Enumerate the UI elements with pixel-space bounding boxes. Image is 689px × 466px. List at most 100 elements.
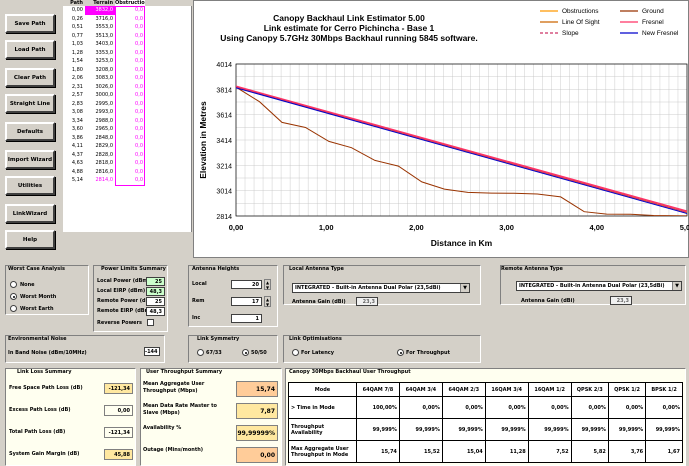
remote-antenna-gain[interactable]: 23,3 xyxy=(610,296,632,305)
linkwizard-button[interactable]: LinkWizard xyxy=(5,204,55,223)
local-antenna-gain[interactable]: 23,3 xyxy=(356,297,378,306)
table-cell[interactable]: 1,28 xyxy=(71,49,83,56)
table-cell[interactable]: 0,0 xyxy=(135,177,143,183)
local-antenna-select[interactable]: INTEGRATED - Built-in Antenna Dual Polar… xyxy=(292,283,470,293)
power-row-value[interactable]: 25 xyxy=(146,297,165,306)
table-cell[interactable]: 0,0 xyxy=(135,100,143,107)
table-cell[interactable]: 2848,0 xyxy=(95,134,114,141)
env-noise-input[interactable]: -144 xyxy=(144,347,160,356)
table-cell[interactable]: 0,26 xyxy=(71,15,83,22)
power-row-value[interactable]: 25 xyxy=(146,277,165,286)
chevron-down-icon[interactable]: ▼ xyxy=(265,285,270,290)
table-cell[interactable]: 0,0 xyxy=(135,117,143,124)
height-input-rem[interactable]: 17 xyxy=(231,297,262,306)
table-cell[interactable]: 3000,0 xyxy=(95,92,114,98)
remote-antenna-select[interactable]: INTEGRATED - Built-in Antenna Dual Polar… xyxy=(516,281,682,291)
load-path-button[interactable]: Load Path xyxy=(5,40,55,59)
table-cell[interactable]: 0,0 xyxy=(135,160,143,166)
table-cell[interactable]: 0,00 xyxy=(71,7,83,13)
table-cell[interactable]: 0,0 xyxy=(135,126,143,132)
table-cell[interactable]: 1,03 xyxy=(71,41,83,47)
table-cell[interactable]: 2829,0 xyxy=(95,143,114,149)
table-cell[interactable]: 0,0 xyxy=(135,15,143,22)
table-cell[interactable]: 0,51 xyxy=(71,24,83,30)
radio-67-33[interactable] xyxy=(197,349,204,356)
table-cell[interactable]: 3553,0 xyxy=(95,24,114,30)
table-cell[interactable]: 2,31 xyxy=(71,83,83,90)
radio-throughput[interactable] xyxy=(397,349,404,356)
series-fresnel xyxy=(236,85,687,213)
table-cell[interactable]: 0,0 xyxy=(135,143,143,149)
table-cell[interactable]: 0,0 xyxy=(135,32,143,39)
table-cell: 0,00% xyxy=(527,396,572,419)
radio-worst-month[interactable] xyxy=(10,293,17,300)
table-cell[interactable]: 0,0 xyxy=(135,134,143,141)
table-cell[interactable]: 3,86 xyxy=(71,134,83,141)
table-cell[interactable]: 3832,0 xyxy=(85,6,115,15)
table-cell[interactable]: 5,14 xyxy=(71,177,83,183)
utilities-button[interactable]: Utilities xyxy=(5,176,55,195)
throughput-label: Availability % xyxy=(143,425,182,431)
table-cell[interactable]: 3208,0 xyxy=(95,66,114,73)
table-cell[interactable]: 0,0 xyxy=(135,83,143,90)
spinner-control[interactable]: ▲ ▼ xyxy=(264,279,271,290)
table-cell[interactable]: 4,37 xyxy=(71,151,83,158)
table-cell[interactable]: 3083,0 xyxy=(95,75,114,81)
table-cell[interactable]: 3513,0 xyxy=(95,32,114,39)
straight-line-button[interactable]: Straight Line xyxy=(5,94,55,113)
radio-worst-earth[interactable] xyxy=(10,305,17,312)
table-cell[interactable]: 0,0 xyxy=(135,24,143,30)
table-cell[interactable]: 0,0 xyxy=(135,109,143,115)
table-cell[interactable]: 0,0 xyxy=(135,41,143,47)
table-cell[interactable]: 4,11 xyxy=(71,143,83,149)
table-cell[interactable]: 3353,0 xyxy=(95,49,114,56)
table-cell[interactable]: 0,0 xyxy=(135,168,143,175)
table-cell[interactable]: 2818,0 xyxy=(95,160,114,166)
table-cell[interactable]: 3,60 xyxy=(71,126,83,132)
table-cell[interactable]: 0,0 xyxy=(135,49,143,56)
height-label-inc: Inc xyxy=(192,315,201,321)
table-cell[interactable]: 3,08 xyxy=(71,109,83,115)
table-cell[interactable]: 2,83 xyxy=(71,100,83,107)
radio-latency[interactable] xyxy=(292,349,299,356)
power-row-value[interactable]: 48,3 xyxy=(146,287,165,296)
table-cell[interactable]: 2993,0 xyxy=(95,109,114,115)
table-cell[interactable]: 3,34 xyxy=(71,117,83,124)
import-wizard-button[interactable]: Import Wizard xyxy=(5,150,55,169)
clear-path-button[interactable]: Clear Path xyxy=(5,68,55,87)
table-cell[interactable]: 4,63 xyxy=(71,160,83,166)
table-cell[interactable]: 0,0 xyxy=(135,58,143,64)
table-cell[interactable]: 1,54 xyxy=(71,58,83,64)
help-button[interactable]: Help xyxy=(5,230,55,249)
table-cell[interactable]: 0,0 xyxy=(135,151,143,158)
radio-50-50[interactable] xyxy=(242,349,249,356)
height-input-local[interactable]: 20 xyxy=(231,280,262,289)
reverse-powers-checkbox[interactable] xyxy=(147,319,154,326)
table-cell[interactable]: 0,77 xyxy=(71,32,83,39)
table-cell[interactable]: 3026,0 xyxy=(95,83,114,90)
table-cell[interactable]: 2995,0 xyxy=(95,100,114,107)
save-path-button[interactable]: Save Path xyxy=(5,14,55,33)
table-cell[interactable]: 0,0 xyxy=(135,7,143,13)
radio-none[interactable] xyxy=(10,281,17,288)
table-cell[interactable]: 2,06 xyxy=(71,75,83,81)
table-cell[interactable]: 2814,0 xyxy=(95,177,114,183)
power-row-value[interactable]: 48,3 xyxy=(146,307,165,316)
table-cell[interactable]: 2,57 xyxy=(71,92,83,98)
table-cell[interactable]: 1,80 xyxy=(71,66,83,73)
table-cell[interactable]: 2828,0 xyxy=(95,151,114,158)
table-cell[interactable]: 0,0 xyxy=(135,92,143,98)
table-cell[interactable]: 4,88 xyxy=(71,168,83,175)
table-cell[interactable]: 2816,0 xyxy=(95,168,114,175)
table-cell[interactable]: 2965,0 xyxy=(95,126,114,132)
table-cell[interactable]: 3403,0 xyxy=(95,41,114,47)
table-cell[interactable]: 2988,0 xyxy=(95,117,114,124)
table-cell[interactable]: 3253,0 xyxy=(95,58,114,64)
table-cell[interactable]: 0,0 xyxy=(135,75,143,81)
height-input-inc[interactable]: 1 xyxy=(231,314,262,323)
spinner-control[interactable]: ▲ ▼ xyxy=(264,296,271,307)
defaults-button[interactable]: Defaults xyxy=(5,122,55,141)
chevron-down-icon[interactable]: ▼ xyxy=(265,302,270,307)
table-cell[interactable]: 0,0 xyxy=(135,66,143,73)
table-cell[interactable]: 3716,0 xyxy=(95,15,114,22)
